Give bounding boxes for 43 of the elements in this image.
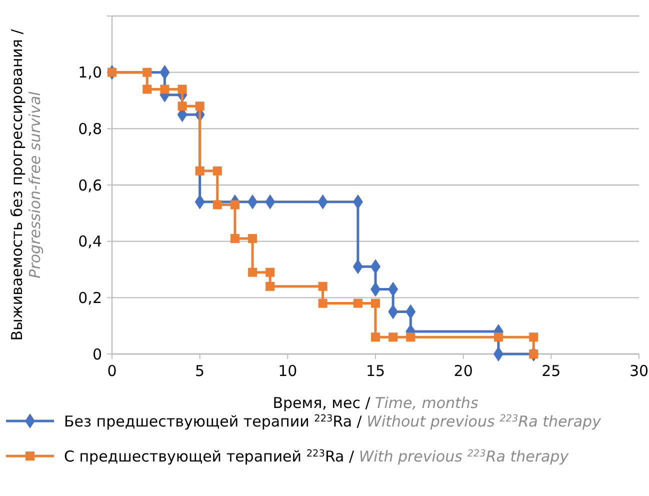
point bbox=[230, 234, 240, 244]
x-tick-label: 25 bbox=[542, 362, 561, 380]
legend-label: С предшествующей терапией $^{223}$Ra / With previous $^{223}$Ra therapy bbox=[64, 447, 570, 466]
point bbox=[266, 268, 275, 277]
x-tick-label: 30 bbox=[629, 362, 649, 380]
y-tick-label: 0,6 bbox=[78, 176, 102, 194]
y-axis-title: Выживаемость без прогрессирования / Progression-free survival bbox=[8, 28, 44, 341]
point bbox=[493, 346, 504, 362]
point bbox=[212, 166, 222, 176]
point bbox=[318, 282, 328, 291]
y-tick-label: 0,2 bbox=[78, 288, 102, 307]
legend-label: Без предшествующей терапии $^{223}$Ra / Without previous $^{223}$Ra therapy bbox=[64, 412, 602, 430]
point bbox=[371, 332, 380, 342]
x-tick-label: 15 bbox=[366, 362, 386, 380]
y-tick-label: 0 bbox=[92, 345, 102, 364]
y-tick-label: 0,4 bbox=[78, 232, 102, 251]
point bbox=[248, 268, 258, 277]
x-tick-label: 5 bbox=[195, 362, 205, 380]
point bbox=[212, 200, 222, 210]
point bbox=[230, 200, 240, 210]
point bbox=[529, 350, 538, 358]
point bbox=[494, 332, 503, 342]
x-tick-label: 20 bbox=[454, 362, 473, 380]
point bbox=[178, 102, 187, 111]
point bbox=[142, 84, 152, 94]
y-tick-label: 1,0 bbox=[78, 64, 102, 82]
point bbox=[529, 332, 538, 342]
point bbox=[353, 298, 362, 308]
y-tick-label: 0,8 bbox=[78, 120, 102, 138]
x-tick-label: 10 bbox=[278, 362, 298, 380]
x-axis-title: Время, мес / Time, months bbox=[272, 394, 478, 412]
point bbox=[160, 84, 170, 94]
x-tick-label: 0 bbox=[107, 362, 117, 380]
point bbox=[388, 332, 398, 342]
point bbox=[178, 84, 187, 94]
point bbox=[266, 282, 275, 291]
point bbox=[318, 298, 328, 308]
point bbox=[406, 332, 416, 342]
point bbox=[195, 166, 204, 176]
point bbox=[142, 68, 152, 77]
point bbox=[248, 234, 258, 244]
point bbox=[371, 298, 380, 308]
point bbox=[195, 102, 204, 111]
